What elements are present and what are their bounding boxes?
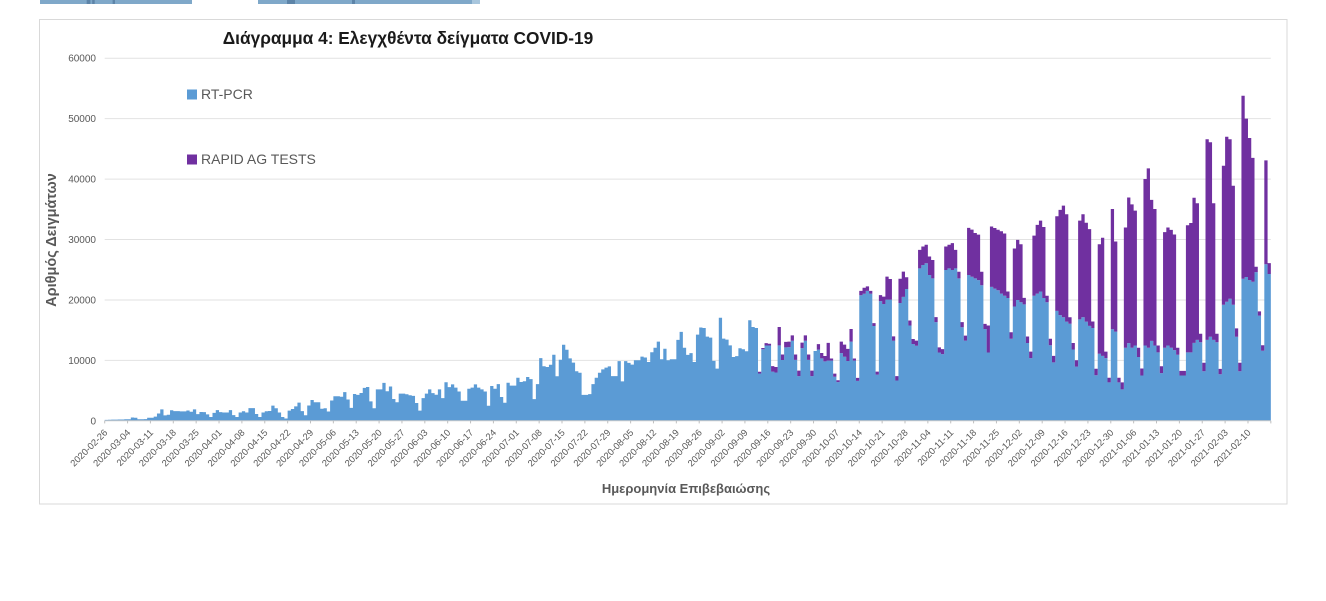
svg-text:0: 0 (90, 416, 96, 427)
svg-text:Αριθμός Δειγμάτων: Αριθμός Δειγμάτων (44, 173, 60, 307)
svg-text:RAPID AG TESTS: RAPID AG TESTS (201, 151, 316, 167)
svg-text:40000: 40000 (68, 175, 96, 186)
svg-text:10000: 10000 (68, 356, 96, 367)
svg-text:RT-PCR: RT-PCR (201, 86, 253, 102)
svg-text:Διάγραμμα 4: Ελεγχθέντα δείγμα: Διάγραμμα 4: Ελεγχθέντα δείγματα COVID-1… (223, 28, 593, 48)
svg-text:60000: 60000 (68, 54, 96, 65)
svg-text:Ημερομηνία Επιβεβαιώσης: Ημερομηνία Επιβεβαιώσης (602, 481, 771, 496)
svg-text:50000: 50000 (68, 114, 96, 125)
svg-text:20000: 20000 (68, 295, 96, 306)
svg-text:30000: 30000 (68, 235, 96, 246)
